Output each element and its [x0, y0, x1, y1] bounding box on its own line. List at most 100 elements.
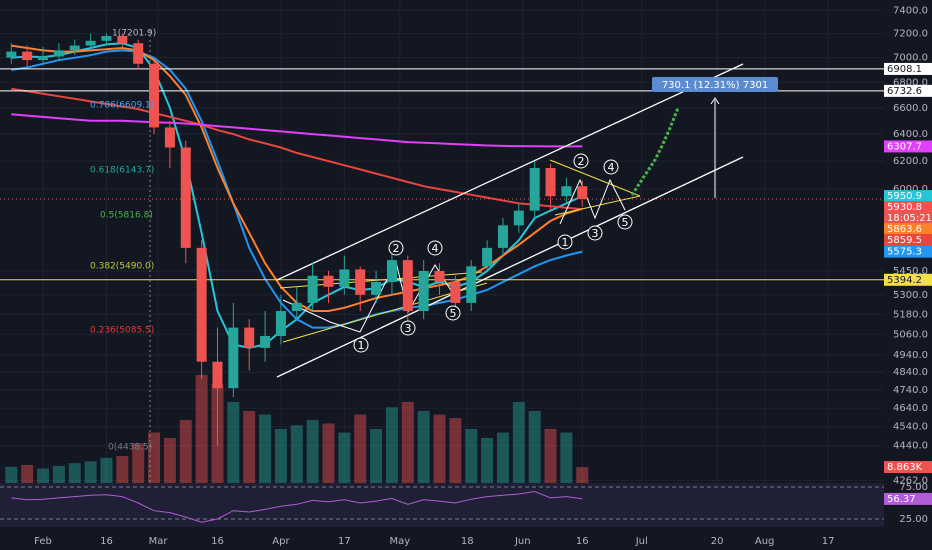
x-tick-label: 17 — [822, 536, 835, 547]
volume-bar — [481, 437, 494, 483]
volume-bar — [100, 457, 113, 483]
volume-bar — [385, 407, 398, 483]
candle-body — [6, 51, 17, 58]
y-tick-label: 4940.0 — [893, 350, 928, 361]
candle-body — [180, 147, 191, 248]
waves: 1 2 3 4 5 1 2 3 4 5 — [353, 153, 633, 353]
wave-circle — [388, 240, 404, 256]
countdown-label: 18:05:21 — [887, 213, 932, 224]
volume-bar — [179, 419, 192, 483]
wave-label: 3 — [592, 227, 599, 240]
volume-bar — [116, 455, 129, 483]
axes: Feb 16 Mar 16 Apr 17 May 18 Jun 16 Jul 20 Aug 17 7400.… — [34, 5, 932, 547]
candle-body — [545, 168, 556, 197]
measure-label: 730.1 (12.31%) 7301 — [662, 80, 768, 91]
volume — [5, 374, 589, 483]
rsi-tag-label: 56.37 — [887, 494, 916, 505]
price-tag — [884, 234, 932, 247]
y-tick-label: 4440.0 — [893, 441, 928, 452]
rsi-tag — [884, 492, 932, 505]
volume-bar — [5, 466, 18, 483]
candle-body — [307, 275, 318, 303]
volume-bar — [370, 428, 383, 483]
fib-label: 0.5(5816.8) — [100, 211, 153, 221]
price-tag-label: 6908.1 — [887, 64, 922, 75]
wave-circle — [427, 240, 443, 256]
wave-path — [559, 178, 626, 225]
volume-bar — [37, 468, 50, 483]
annotations: 1(7201.9) 0.786(6609.1) 0.618(6143.7) 0.… — [90, 29, 778, 453]
candle-body — [149, 63, 160, 128]
rsi-tick-label: 25.00 — [899, 514, 928, 525]
volume-bar — [132, 443, 145, 483]
candle-body — [323, 275, 334, 287]
volume-bar — [560, 432, 573, 483]
candle-body — [450, 282, 461, 303]
candle-body — [260, 335, 271, 348]
wave-label: 5 — [450, 307, 457, 320]
candle-body — [418, 271, 429, 312]
y-tick-label: 4540.0 — [893, 422, 928, 433]
candle-body — [386, 260, 397, 283]
fib-label: 0.236(5085.5) — [90, 326, 154, 336]
candle-body — [497, 225, 508, 248]
candle-body — [402, 260, 413, 312]
x-tick-label: Feb — [34, 536, 52, 547]
ma-line — [11, 113, 583, 148]
x-tick-label: Aug — [755, 536, 775, 547]
candle-body — [196, 247, 207, 362]
wave-circle — [557, 234, 573, 250]
x-tick-label: 16 — [211, 536, 224, 547]
volume-bar — [496, 432, 509, 483]
channel-upper — [276, 63, 744, 281]
fib-label: 0.382(5490.0) — [90, 262, 154, 272]
candle-body — [339, 269, 350, 287]
volume-bar — [52, 465, 65, 483]
price-tag-label: 6732.6 — [887, 86, 922, 97]
volume-bar — [417, 410, 430, 483]
candle-body — [434, 271, 445, 283]
volume-bar — [243, 410, 256, 483]
fib-label: 1(7201.9) — [112, 29, 156, 39]
price-tag-label: 5575.3 — [887, 247, 922, 258]
wave-label: 4 — [432, 242, 439, 255]
y-tick-label: 6600.0 — [893, 103, 928, 114]
candle-body — [228, 327, 239, 389]
y-tick-label: 6800.0 — [893, 77, 928, 88]
x-tick-label: 17 — [338, 536, 351, 547]
rsi-pane — [0, 483, 884, 527]
wave-label: 4 — [608, 161, 615, 174]
x-tick-label: Apr — [272, 536, 290, 547]
rsi-line — [11, 490, 583, 523]
price-tag — [884, 84, 932, 97]
x-tick-label: Mar — [149, 536, 169, 547]
wave-label: 1 — [358, 339, 365, 352]
x-tick-label: 20 — [711, 536, 724, 547]
volume-bar — [465, 428, 478, 483]
y-tick-label: 4262.0 — [893, 476, 928, 487]
volume-bar — [544, 428, 557, 483]
y-tick-label: 4840.0 — [893, 367, 928, 378]
wave-label: 3 — [405, 322, 412, 335]
price-tag — [884, 223, 932, 236]
wave-label: 5 — [622, 216, 629, 229]
y-tick-label: 5060.0 — [893, 329, 928, 340]
fib-label: 0.618(6143.7) — [90, 166, 154, 176]
triangle-line — [554, 195, 641, 216]
wave-circle — [603, 159, 619, 175]
candle-body — [212, 361, 223, 389]
volume-tag — [884, 461, 932, 474]
price-tag-label: 5950.9 — [887, 191, 922, 202]
candle-body — [85, 40, 96, 46]
countdown-tag — [884, 212, 932, 225]
candle-body — [466, 266, 477, 303]
y-tick-label: 5450.0 — [893, 266, 928, 277]
volume-bar — [528, 410, 541, 483]
ma-line — [11, 87, 583, 211]
volume-tag-label: 8.863K — [887, 462, 923, 473]
price-tag-label: 5859.5 — [887, 235, 922, 246]
y-tick-label: 6200.0 — [893, 156, 928, 167]
volume-bar — [290, 425, 303, 483]
volume-bar — [84, 461, 97, 483]
